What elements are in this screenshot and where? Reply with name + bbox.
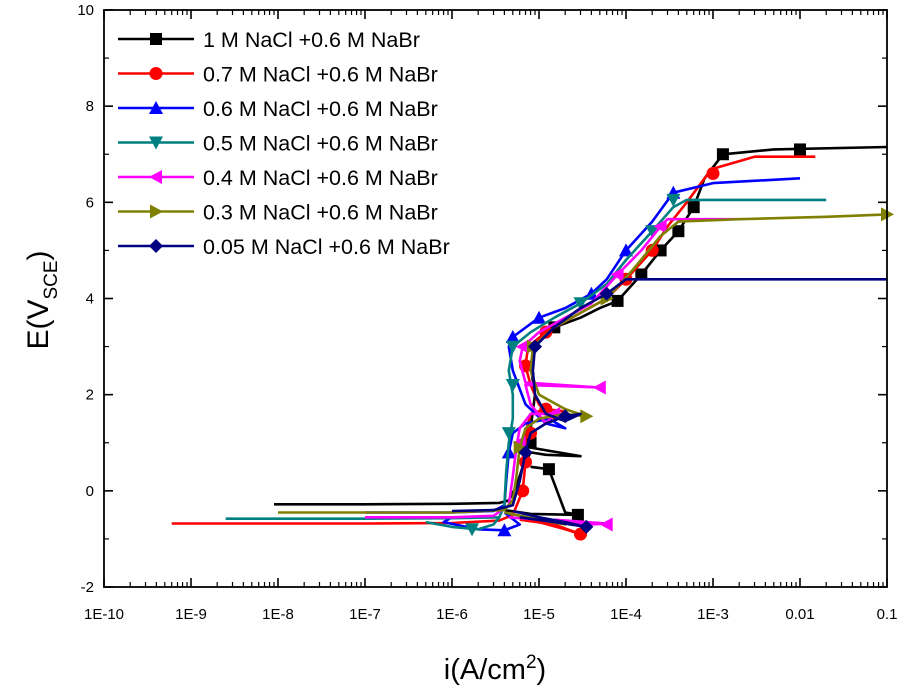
legend-entry: 0.3 M NaCl +0.6 M NaBr	[118, 201, 438, 225]
legend-swatch-marker	[149, 239, 163, 253]
data-point	[619, 243, 633, 257]
x-tick-label: 1E-3	[697, 606, 729, 623]
legend-swatch-marker	[150, 204, 163, 219]
data-point	[653, 219, 667, 234]
series-cathodic-line	[512, 509, 588, 529]
x-tick-label: 1E-10	[84, 606, 124, 623]
series-3	[365, 177, 801, 537]
data-point	[505, 379, 520, 393]
legend-label: 0.05 M NaCl +0.6 M NaBr	[203, 235, 450, 259]
data-point	[501, 427, 516, 441]
series-layer	[171, 143, 894, 541]
x-tick-label: 1E-4	[610, 606, 642, 623]
data-point	[515, 339, 529, 354]
data-point	[573, 297, 588, 311]
axis-ticks: 1E-10 1E-9 1E-8 1E-7 1E-6 1E-5 1E-4 1E-3 0.01 0.1…	[77, 2, 897, 623]
data-point	[505, 340, 520, 354]
data-point	[528, 339, 543, 354]
legend: 1 M NaCl +0.6 M NaBr 0.7 M NaCl +0.6 M Na…	[118, 28, 450, 259]
series-cathodic-line	[519, 516, 582, 536]
data-point	[558, 409, 573, 424]
legend-label: 0.6 M NaCl +0.6 M NaBr	[203, 97, 438, 121]
data-point	[580, 409, 594, 424]
x-tick-label: 1E-8	[262, 606, 294, 623]
y-tick-label: 6	[86, 194, 94, 211]
x-tick-label: 0.1	[877, 606, 898, 623]
legend-entry: 0.6 M NaCl +0.6 M NaBr	[118, 97, 438, 121]
series-5	[365, 217, 740, 532]
data-point	[497, 523, 512, 537]
x-tick-label: 1E-6	[436, 606, 468, 623]
legend-label: 0.7 M NaCl +0.6 M NaBr	[203, 63, 438, 87]
data-point	[706, 166, 720, 180]
y-tick-label: 8	[86, 98, 94, 115]
legend-swatch-marker	[149, 101, 163, 114]
data-point	[687, 201, 700, 214]
data-point	[635, 268, 648, 281]
legend-swatch-marker	[149, 136, 163, 150]
legend-label: 1 M NaCl +0.6 M NaBr	[203, 28, 420, 52]
legend-swatch-marker	[149, 170, 162, 184]
legend-entry: 1 M NaCl +0.6 M NaBr	[118, 28, 420, 52]
data-point	[542, 463, 555, 476]
data-point	[611, 294, 624, 307]
data-point	[465, 523, 480, 537]
data-point	[794, 143, 806, 156]
data-point	[645, 225, 660, 239]
data-point	[599, 517, 613, 532]
legend-label: 0.3 M NaCl +0.6 M NaBr	[203, 201, 438, 225]
data-point	[645, 243, 659, 257]
y-tick-label: 2	[86, 387, 94, 404]
series-cathodic-line	[425, 516, 501, 531]
data-point	[516, 484, 530, 498]
y-axis-title: E(VSCE)	[22, 250, 62, 349]
data-point	[579, 519, 594, 534]
x-tick-label: 1E-5	[523, 606, 555, 623]
legend-label: 0.5 M NaCl +0.6 M NaBr	[203, 132, 438, 156]
legend-swatch-marker	[150, 33, 162, 45]
series-line	[365, 177, 801, 514]
data-point	[532, 310, 546, 324]
series-cathodic-line	[442, 511, 521, 532]
y-tick-label: 0	[86, 483, 94, 500]
data-point	[716, 148, 729, 161]
x-tick-label: 0.01	[785, 606, 814, 623]
series-2	[171, 155, 816, 541]
legend-entry: 0.4 M NaCl +0.6 M NaBr	[118, 166, 438, 190]
y-tick-label: 4	[86, 291, 94, 308]
x-tick-label: 1E-7	[349, 606, 381, 623]
series-line	[278, 213, 888, 514]
data-point	[518, 445, 533, 460]
series-4	[225, 193, 827, 537]
data-point	[505, 329, 520, 343]
legend-entry: 0.5 M NaCl +0.6 M NaBr	[118, 132, 438, 156]
legend-label: 0.4 M NaCl +0.6 M NaBr	[203, 166, 438, 190]
data-point	[666, 193, 681, 207]
x-axis-title: i(A/cm2)	[444, 652, 546, 686]
legend-entry: 0.7 M NaCl +0.6 M NaBr	[118, 63, 438, 87]
x-tick-label: 1E-9	[175, 606, 207, 623]
legend-entry: 0.05 M NaCl +0.6 M NaBr	[118, 235, 450, 259]
data-point	[513, 440, 527, 455]
series-line	[225, 198, 827, 520]
data-point	[610, 267, 624, 282]
data-point	[599, 286, 614, 301]
y-tick-label: -2	[81, 579, 94, 596]
data-point	[571, 508, 584, 521]
legend-swatch-marker	[149, 67, 163, 80]
y-tick-label: 10	[77, 2, 94, 19]
data-point	[592, 380, 606, 395]
data-point	[672, 225, 685, 238]
series-7	[451, 278, 887, 534]
